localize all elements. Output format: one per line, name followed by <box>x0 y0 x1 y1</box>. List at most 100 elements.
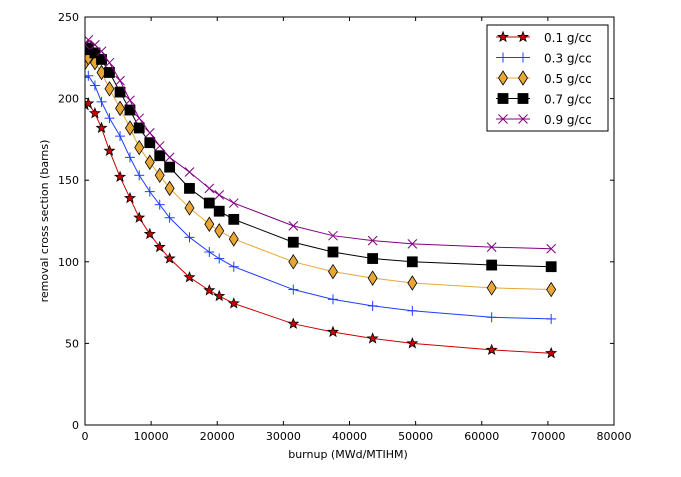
x-tick-label: 20000 <box>200 430 235 443</box>
data-point <box>85 70 94 81</box>
y-tick-label: 200 <box>58 93 79 106</box>
legend-marker <box>498 52 508 63</box>
data-point <box>367 235 378 246</box>
data-point <box>89 80 100 91</box>
series-0-5-g-cc <box>85 50 557 298</box>
data-point <box>143 227 156 240</box>
data-point <box>95 121 108 134</box>
series-0-1-g-cc <box>85 97 558 359</box>
legend-item: 0.7 g/cc <box>496 93 592 107</box>
data-point <box>164 161 176 173</box>
data-point <box>184 182 195 194</box>
y-tick-label: 100 <box>58 256 79 269</box>
data-point <box>115 100 126 117</box>
y-tick-label: 250 <box>58 11 79 24</box>
x-axis-label: burnup (MWd/MTIHM) <box>288 448 408 461</box>
data-point <box>123 191 136 204</box>
data-point <box>124 120 135 136</box>
data-point <box>287 236 299 248</box>
legend-marker <box>518 70 528 86</box>
data-point <box>406 256 418 268</box>
series-0-3-g-cc <box>85 70 557 324</box>
data-point <box>214 253 225 264</box>
data-point <box>214 223 225 239</box>
data-point <box>327 294 338 305</box>
legend-label: 0.5 g/cc <box>544 72 592 86</box>
data-point <box>228 231 239 247</box>
x-tick-label: 0 <box>82 430 89 443</box>
legend: 0.1 g/cc 0.3 g/cc 0.5 g/cc 0.7 g/cc 0.9 g/cc <box>486 24 609 132</box>
data-point <box>407 275 418 291</box>
data-point <box>327 263 338 280</box>
data-point <box>114 86 126 98</box>
data-point <box>486 280 497 296</box>
x-tick-label: 70000 <box>530 430 565 443</box>
legend-marker <box>516 30 530 43</box>
data-point <box>288 254 299 270</box>
data-point <box>154 167 165 184</box>
x-tick-label: 40000 <box>332 430 367 443</box>
data-point <box>125 95 135 106</box>
y-tick-label: 50 <box>65 337 79 350</box>
data-point <box>85 97 95 109</box>
data-point <box>104 113 115 124</box>
data-point <box>183 270 196 283</box>
data-point <box>154 199 165 210</box>
data-point <box>115 131 126 142</box>
data-point <box>486 259 498 271</box>
data-point <box>545 346 558 359</box>
data-point <box>287 317 300 329</box>
data-point <box>485 343 498 356</box>
legend-marker <box>496 30 510 43</box>
data-point <box>204 183 215 194</box>
data-point <box>164 180 175 197</box>
data-point <box>227 297 240 309</box>
x-tick-label: 80000 <box>597 430 632 443</box>
data-point <box>213 289 226 302</box>
data-point <box>163 252 176 264</box>
data-point <box>164 152 175 163</box>
data-point <box>406 337 419 349</box>
legend-label: 0.1 g/cc <box>544 31 592 45</box>
data-point <box>154 141 165 151</box>
data-point <box>134 170 145 181</box>
legend-label: 0.3 g/cc <box>544 52 592 66</box>
data-point <box>133 122 145 134</box>
data-point <box>104 81 115 97</box>
legend-marker <box>498 114 508 124</box>
data-point <box>85 39 90 50</box>
legend-item: 0.9 g/cc <box>496 113 592 127</box>
data-point <box>134 139 145 156</box>
legend-label: 0.7 g/cc <box>544 93 592 107</box>
data-point <box>407 305 418 316</box>
data-point <box>328 230 338 241</box>
data-point <box>228 213 240 225</box>
data-point <box>134 113 145 124</box>
data-point <box>144 128 155 138</box>
data-point <box>366 332 379 344</box>
data-point <box>204 216 215 233</box>
data-point <box>184 232 195 243</box>
y-tick-label: 150 <box>58 174 79 187</box>
data-point <box>154 150 166 162</box>
series-0-9-g-cc <box>85 34 557 254</box>
data-point <box>96 96 107 107</box>
y-tick-label: 0 <box>72 419 79 432</box>
x-tick-label: 50000 <box>398 430 433 443</box>
data-point <box>104 57 115 68</box>
legend-item: 0.3 g/cc <box>496 52 592 66</box>
data-point <box>144 137 156 149</box>
data-point <box>103 144 116 156</box>
data-point <box>203 197 215 209</box>
data-point <box>546 243 557 254</box>
data-point <box>546 313 557 324</box>
series-group <box>85 34 558 359</box>
data-point <box>114 170 127 183</box>
legend-marker <box>497 93 509 104</box>
x-tick-label: 10000 <box>134 430 169 443</box>
legend-item: 0.1 g/cc <box>496 30 592 45</box>
x-tick-label: 30000 <box>266 430 301 443</box>
data-point <box>144 186 155 197</box>
data-point <box>144 154 155 170</box>
